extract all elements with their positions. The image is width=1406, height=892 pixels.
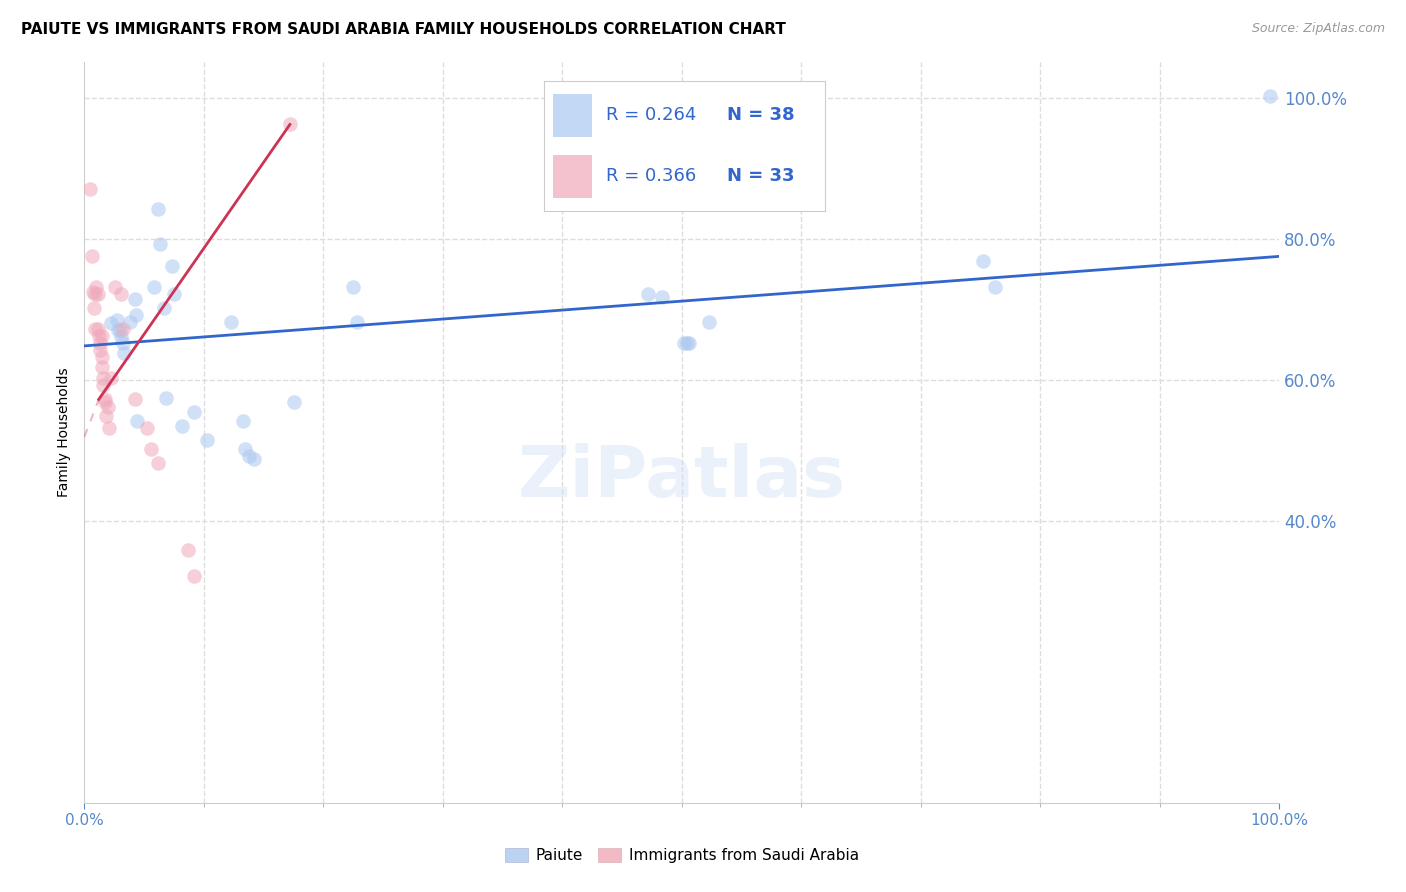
Point [97,400,120,414]
Point [125,414,148,428]
Point [197,434,219,448]
Point [142,279,165,293]
Point [183,568,205,582]
Point [675,336,697,351]
Y-axis label: Family Households: Family Households [58,368,72,498]
Point [84,322,107,336]
Point [232,414,254,428]
Point [177,543,200,558]
Point [86,279,108,293]
Point [149,237,172,252]
Point [86,286,108,301]
Text: Source: ZipAtlas.com: Source: ZipAtlas.com [1251,22,1385,36]
Point [135,420,157,434]
Point [89,336,111,351]
Point [160,259,183,273]
Legend: Paiute, Immigrants from Saudi Arabia: Paiute, Immigrants from Saudi Arabia [499,842,865,869]
Point [278,118,301,132]
Point [221,315,243,329]
Point [984,279,1007,293]
Point [86,322,108,336]
Point [124,293,146,307]
Point [972,254,994,268]
Text: ZiPatlas: ZiPatlas [517,442,846,511]
Point [91,329,114,343]
Point [699,315,721,329]
Point [141,442,163,456]
Point [82,285,104,299]
Point [104,279,127,293]
Point [110,286,132,301]
Point [84,286,107,301]
Point [93,371,115,385]
Point [1258,89,1281,103]
Point [238,449,260,463]
Point [91,359,114,374]
Point [155,391,177,405]
Point [89,343,111,358]
Point [243,451,266,466]
Point [153,301,176,315]
Point [110,323,132,337]
Point [110,330,132,344]
Point [233,442,256,456]
Point [100,316,122,330]
Point [346,315,368,329]
Point [651,289,673,303]
Point [105,313,128,327]
Point [163,286,186,301]
Point [342,279,364,293]
Point [118,315,141,329]
Point [83,301,105,315]
Point [80,249,103,263]
Point [87,329,110,343]
Point [79,182,101,196]
Text: PAIUTE VS IMMIGRANTS FROM SAUDI ARABIA FAMILY HOUSEHOLDS CORRELATION CHART: PAIUTE VS IMMIGRANTS FROM SAUDI ARABIA F… [21,22,786,37]
Point [183,405,205,419]
Point [678,336,700,351]
Point [91,350,114,364]
Point [148,456,170,470]
Point [111,322,134,336]
Point [673,336,696,351]
Point [637,286,659,301]
Point [124,392,146,407]
Point [98,420,121,434]
Point [283,395,305,409]
Point [148,202,170,216]
Point [125,308,148,322]
Point [93,392,115,407]
Point [93,378,115,392]
Point [172,419,194,434]
Point [107,323,129,337]
Point [93,395,115,409]
Point [112,346,135,360]
Point [111,336,134,351]
Point [100,371,122,385]
Point [94,409,117,424]
